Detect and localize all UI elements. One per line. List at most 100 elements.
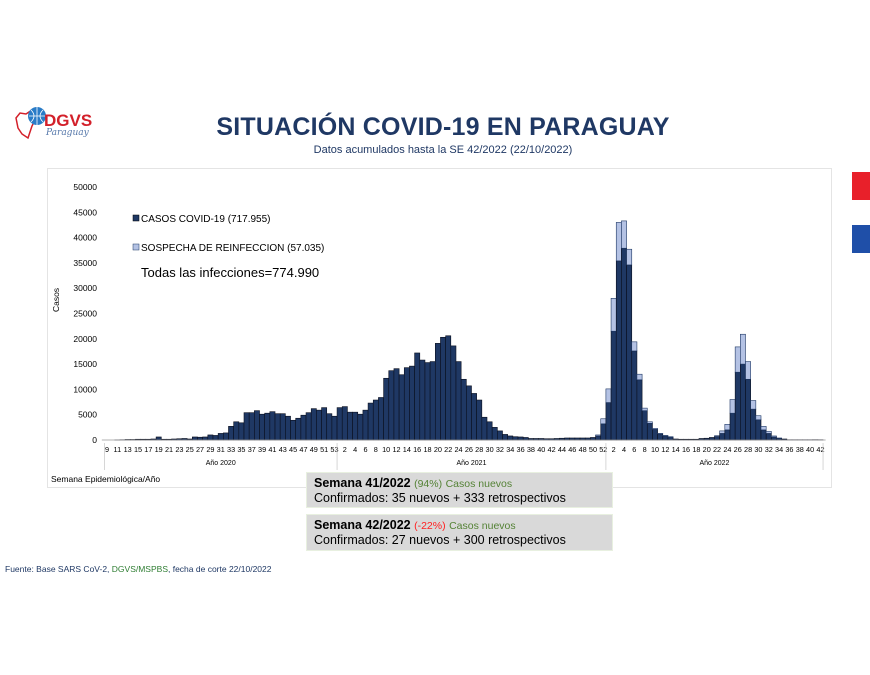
x-tick-label: 30 bbox=[486, 445, 494, 454]
x-tick-label: 6 bbox=[363, 445, 367, 454]
bar-casos bbox=[636, 379, 643, 441]
x-tick-label: 26 bbox=[465, 445, 473, 454]
bar-reinfeccion bbox=[734, 346, 741, 373]
bar-reinfeccion bbox=[600, 418, 607, 425]
x-tick-label: 8 bbox=[643, 445, 647, 454]
x-tick-label: 48 bbox=[579, 445, 587, 454]
week-label: Semana 42/2022 bbox=[314, 518, 411, 532]
year-label: Año 2021 bbox=[456, 460, 486, 467]
x-tick-label: 34 bbox=[775, 445, 783, 454]
bar-casos bbox=[285, 415, 291, 441]
bar-casos bbox=[316, 409, 322, 441]
bar-casos bbox=[734, 371, 741, 441]
bar-casos bbox=[419, 359, 426, 441]
bar-casos bbox=[202, 436, 209, 441]
x-tick-label: 23 bbox=[175, 445, 183, 454]
bar-casos bbox=[300, 414, 307, 441]
x-tick-label: 16 bbox=[682, 445, 690, 454]
bar-casos bbox=[740, 363, 746, 441]
week-detail: Confirmados: 35 nuevos + 333 retrospecti… bbox=[314, 491, 566, 505]
x-tick-label: 38 bbox=[527, 445, 535, 454]
bar-casos bbox=[207, 434, 214, 441]
logo-subtext: Paraguay bbox=[46, 128, 89, 138]
x-tick-label: 24 bbox=[454, 445, 462, 454]
bar-casos bbox=[414, 352, 421, 441]
bar-casos bbox=[155, 436, 162, 441]
y-tick-label: 45000 bbox=[73, 207, 97, 217]
bar-casos bbox=[295, 417, 302, 441]
bar-reinfeccion bbox=[631, 341, 638, 352]
bar-casos bbox=[460, 378, 467, 441]
page-title: SITUACIÓN COVID-19 EN PARAGUAY bbox=[216, 113, 670, 141]
x-tick-label: 42 bbox=[816, 445, 824, 454]
bar-reinfeccion bbox=[740, 333, 746, 365]
x-tick-label: 4 bbox=[353, 445, 357, 454]
x-tick-label: 25 bbox=[186, 445, 194, 454]
x-tick-label: 41 bbox=[268, 445, 276, 454]
bar-casos bbox=[217, 433, 224, 441]
bar-casos bbox=[274, 413, 281, 441]
bar-casos bbox=[197, 436, 203, 441]
bar-casos bbox=[243, 412, 250, 441]
globe-logo-icon bbox=[15, 107, 46, 140]
x-axis-title: Semana Epidemiológica/Año bbox=[51, 474, 161, 484]
bar-casos bbox=[233, 421, 240, 441]
bar-reinfeccion bbox=[662, 435, 669, 437]
x-tick-label: 16 bbox=[413, 445, 421, 454]
x-tick-label: 4 bbox=[622, 445, 626, 454]
x-tick-label: 18 bbox=[423, 445, 431, 454]
x-tick-label: 6 bbox=[632, 445, 636, 454]
x-tick-label: 2 bbox=[612, 445, 616, 454]
x-tick-label: 37 bbox=[248, 445, 256, 454]
legend-swatch-reinfeccion bbox=[132, 243, 140, 251]
week-42-summary: Semana 42/2022 (-22%) Casos nuevos Confi… bbox=[306, 514, 613, 551]
bar-casos bbox=[745, 378, 751, 441]
bar-reinfeccion bbox=[771, 435, 777, 438]
x-tick-label: 44 bbox=[558, 445, 566, 454]
bar-casos bbox=[321, 407, 328, 441]
bar-casos bbox=[445, 335, 452, 441]
x-tick-label: 14 bbox=[403, 445, 411, 454]
x-tick-label: 13 bbox=[124, 445, 132, 454]
bar-casos bbox=[403, 367, 410, 441]
page-subtitle: Datos acumulados hasta la SE 42/2022 (22… bbox=[313, 144, 573, 156]
dgvs-logo: DGVS Paraguay bbox=[10, 104, 100, 144]
x-tick-label: 40 bbox=[537, 445, 545, 454]
bar-casos bbox=[372, 399, 379, 441]
bar-casos bbox=[398, 374, 405, 441]
bar-reinfeccion bbox=[641, 407, 648, 411]
x-tick-label: 35 bbox=[237, 445, 245, 454]
x-tick-label: 42 bbox=[548, 445, 556, 454]
x-tick-label: 26 bbox=[734, 445, 742, 454]
x-tick-label: 34 bbox=[506, 445, 514, 454]
bar-casos bbox=[471, 393, 477, 441]
bar-casos bbox=[310, 408, 317, 441]
bar-reinfeccion bbox=[595, 434, 602, 437]
y-tick-label: 20000 bbox=[73, 334, 97, 344]
bar-casos bbox=[248, 412, 255, 441]
bar-casos bbox=[760, 429, 767, 441]
bar-casos bbox=[595, 435, 602, 441]
bar-casos bbox=[326, 413, 333, 441]
pct-suffix: Casos nuevos bbox=[445, 478, 513, 490]
x-tick-label: 17 bbox=[144, 445, 152, 454]
bar-casos bbox=[378, 397, 384, 441]
x-tick-label: 12 bbox=[392, 445, 400, 454]
bar-casos bbox=[771, 436, 777, 441]
bar-casos bbox=[466, 385, 472, 441]
bar-casos bbox=[517, 436, 524, 441]
x-tick-label: 10 bbox=[651, 445, 659, 454]
cases-bar-chart: 0 5000 10000 15000 20000 25000 30000 35000 40000… bbox=[51, 182, 826, 470]
x-tick-label: 39 bbox=[258, 445, 266, 454]
x-tick-label: 51 bbox=[320, 445, 328, 454]
pct-change: (-22%) bbox=[414, 520, 446, 532]
week-label: Semana 41/2022 bbox=[314, 476, 411, 490]
bar-casos bbox=[724, 429, 731, 441]
bar-casos bbox=[429, 361, 436, 441]
bar-reinfeccion bbox=[750, 400, 757, 410]
y-tick-label: 35000 bbox=[73, 258, 97, 268]
bar-casos bbox=[729, 412, 736, 441]
x-tick-label: 14 bbox=[672, 445, 680, 454]
legend-swatch-casos bbox=[132, 214, 140, 222]
bar-casos bbox=[719, 433, 726, 441]
